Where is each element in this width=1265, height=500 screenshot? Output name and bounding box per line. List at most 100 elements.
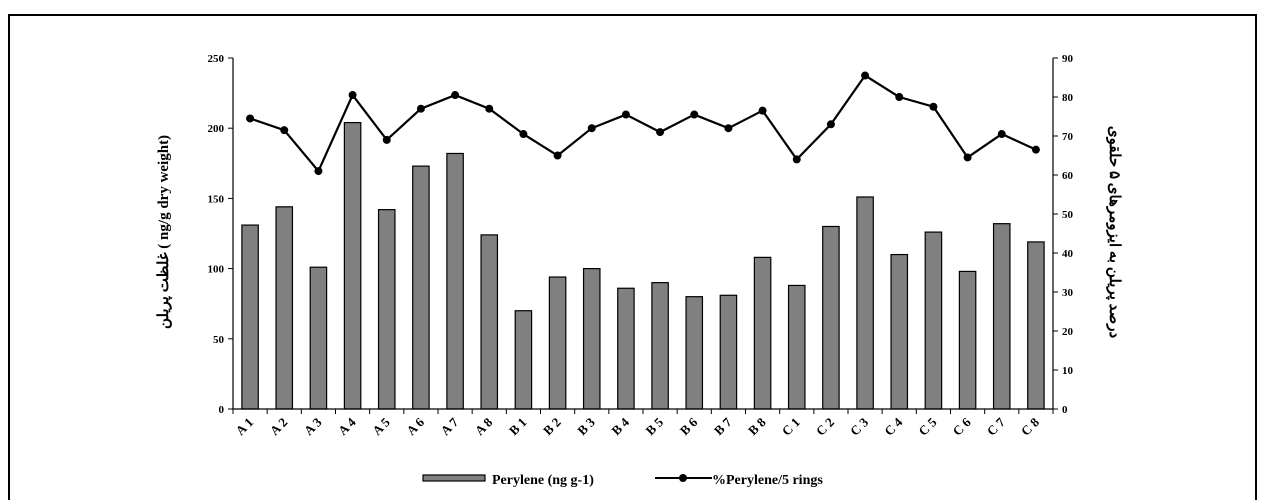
category-label: B 2 (540, 415, 564, 439)
line-point (861, 71, 870, 80)
bar (787, 284, 806, 410)
category-label: A 4 (335, 414, 359, 438)
line-point (656, 128, 665, 137)
left-tick-label: 150 (208, 193, 225, 205)
category-label: A 2 (267, 415, 291, 439)
bar (856, 196, 874, 410)
category-label: A 6 (403, 414, 427, 438)
bar (480, 234, 499, 410)
category-label: C 6 (950, 414, 974, 438)
right-tick-label: 40 (1062, 248, 1074, 260)
left-tick-label: 250 (208, 53, 225, 65)
right-tick-label: 10 (1062, 365, 1074, 377)
bar-series (241, 121, 1045, 410)
category-label: B 4 (608, 414, 632, 438)
figure-frame (8, 14, 1257, 500)
line-series (246, 71, 1040, 176)
category-label: B 3 (574, 414, 598, 438)
bar (822, 225, 840, 410)
bar (309, 266, 328, 410)
bar (719, 294, 738, 410)
category-label: A 3 (301, 414, 325, 438)
category-label: C 4 (881, 414, 905, 438)
bar (924, 231, 943, 410)
category-label: A 5 (369, 414, 393, 438)
right-tick-label: 50 (1062, 209, 1074, 221)
legend: Perylene (ng g-1) %Perylene/5 rings (422, 473, 823, 488)
bar (446, 152, 464, 410)
line-point (485, 104, 494, 113)
bar (514, 310, 533, 410)
right-tick-label: 0 (1062, 404, 1068, 416)
bar (651, 282, 669, 410)
category-label: A 8 (472, 414, 496, 438)
bar (275, 206, 294, 410)
line-point (963, 153, 972, 162)
line-point (758, 106, 767, 115)
line-point (280, 126, 289, 135)
bar (412, 165, 430, 410)
line-point (929, 102, 938, 111)
line-point (416, 104, 425, 113)
tick-labels: 0 50 100 150 200 250 0 10 20 30 40 50 60 70 80 90 (208, 53, 1074, 416)
category-label: B 5 (643, 414, 667, 438)
bar (1027, 241, 1045, 410)
line-point (314, 167, 323, 176)
line-point (792, 155, 801, 164)
line-point (826, 120, 835, 129)
bar (992, 223, 1011, 410)
line-point (519, 130, 528, 139)
right-tick-label: 70 (1062, 131, 1074, 143)
line-point (451, 91, 460, 100)
category-label: B 6 (677, 414, 701, 438)
bar (685, 296, 704, 410)
legend-bar-label: Perylene (ng g-1) (492, 473, 594, 488)
category-label: B 7 (711, 414, 735, 438)
line-point (621, 110, 630, 119)
legend-line-marker (679, 474, 687, 482)
bar (343, 121, 362, 410)
category-label: A 1 (233, 415, 257, 439)
bar (890, 253, 909, 410)
right-tick-label: 20 (1062, 326, 1074, 338)
line-point (246, 114, 255, 123)
left-tick-label: 50 (213, 334, 225, 346)
bar (582, 268, 601, 410)
category-label: B 1 (506, 415, 530, 439)
bar (377, 209, 396, 410)
category-labels: A 1 A 2 A 3 A 4 A 5 A 6 A 7 A 8 B 1 B 2 B 3 B 4 B 5 B… (233, 414, 1043, 438)
line-point (382, 135, 391, 144)
line-point (348, 91, 357, 100)
line-path (249, 74, 1037, 174)
line-point (724, 124, 733, 133)
line-point (997, 130, 1006, 139)
category-label: C 1 (779, 415, 803, 439)
category-label: A 7 (438, 414, 462, 438)
legend-bar-swatch (422, 474, 486, 482)
right-tick-label: 60 (1062, 170, 1074, 182)
line-point (587, 124, 596, 133)
category-label: C 7 (984, 414, 1008, 438)
category-label: C 8 (1018, 414, 1042, 438)
category-label: C 3 (847, 414, 871, 438)
bar (617, 287, 635, 410)
left-tick-label: 200 (208, 123, 225, 135)
y-axis-label-left: غلظت پریلن ( ng/g dry weight) (156, 135, 173, 329)
line-point (690, 110, 699, 119)
legend-line-label: %Perylene/5 rings (712, 473, 823, 488)
bar (753, 256, 772, 410)
bar (958, 270, 977, 410)
bar (241, 224, 259, 410)
left-tick-label: 100 (208, 264, 225, 276)
right-tick-label: 80 (1062, 92, 1074, 104)
left-tick-label: 0 (219, 404, 225, 416)
right-tick-label: 90 (1062, 53, 1074, 65)
category-label: C 5 (915, 414, 939, 438)
right-tick-label: 30 (1062, 287, 1074, 299)
line-point (1031, 145, 1040, 154)
category-label: B 8 (745, 414, 769, 438)
axes (228, 57, 1058, 414)
bar (548, 276, 567, 410)
category-label: C 2 (813, 415, 837, 439)
